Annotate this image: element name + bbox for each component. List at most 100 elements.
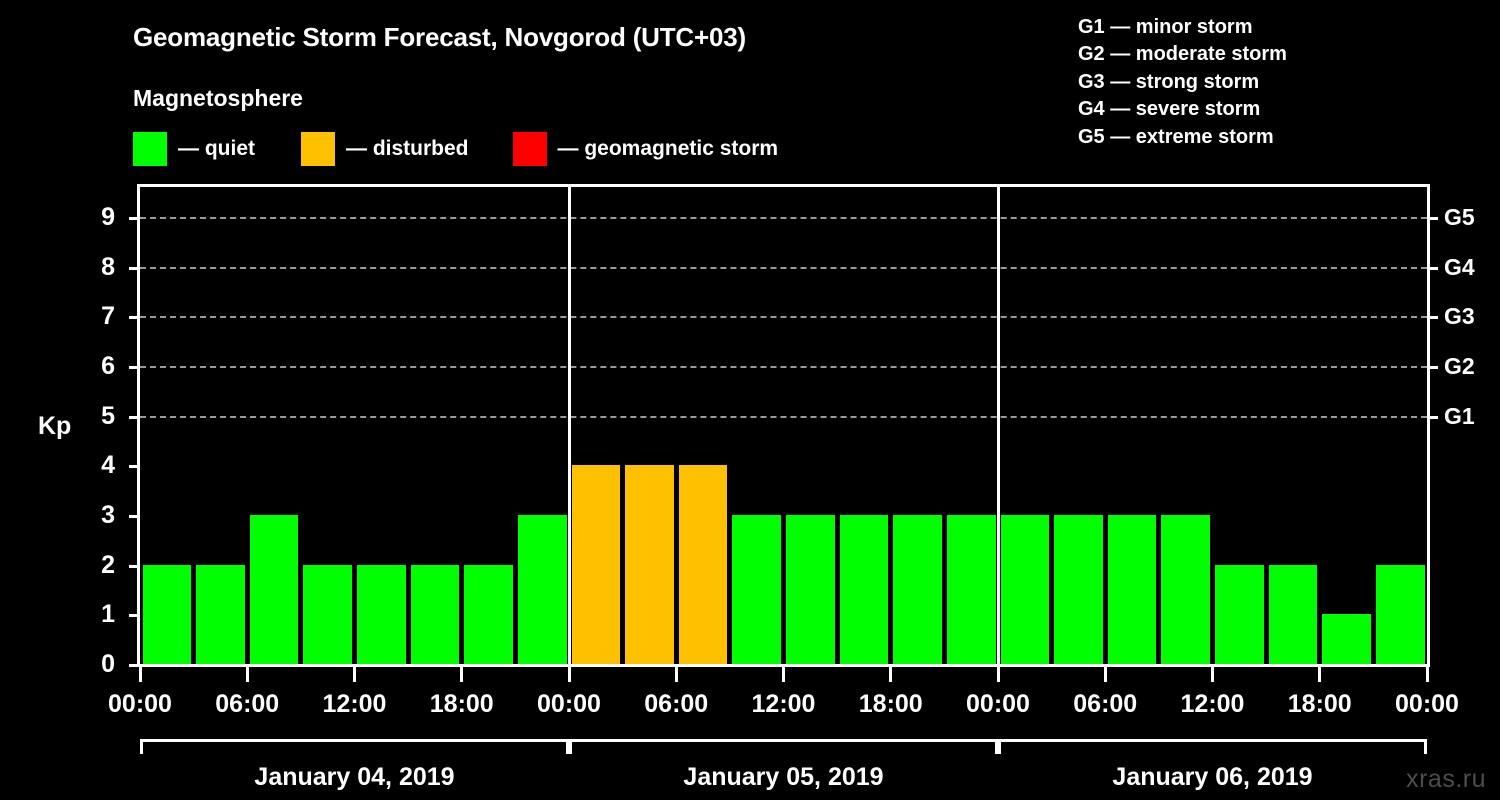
disturbed-swatch-icon [301,132,335,166]
y-tick-mark-9 [129,216,140,220]
quiet-swatch-icon [133,132,167,166]
bar[interactable] [946,514,996,664]
bar[interactable] [893,514,942,664]
bar[interactable] [517,514,567,664]
legend-item-storm: — geomagnetic storm [512,131,779,167]
date-label: January 05, 2019 [683,763,884,791]
x-tick-label-7: 18:00 [858,690,923,718]
x-tick-label-9: 06:00 [1073,690,1138,718]
bar[interactable] [678,465,728,664]
legend-label-quiet: — quiet [178,137,255,160]
date-bracket [998,739,1427,754]
bar[interactable] [625,465,674,664]
x-tick-mark-11 [1318,667,1322,682]
x-tick-label-3: 18:00 [429,690,494,718]
legend-item-disturbed: — disturbed [301,131,469,167]
bar[interactable] [1161,514,1210,664]
gridline-kp-8 [140,266,1427,269]
bar[interactable] [142,564,192,664]
x-tick-label-8: 00:00 [966,690,1030,718]
y-tick-mark-7 [129,316,140,320]
bar[interactable] [249,514,299,664]
bar[interactable] [1375,564,1425,664]
legend-item-quiet: — quiet [133,131,255,167]
g-tick-label-G3: G3 [1444,303,1475,330]
y-tick-label-6: 6 [101,351,115,380]
y-tick-mark-0 [129,664,140,667]
bar[interactable] [1000,514,1050,664]
g-legend-row-g3: G3 — strong storm [1078,70,1260,93]
g-tick-mark-G3 [1427,316,1438,320]
bar[interactable] [357,564,406,664]
g-legend-row-g4: G4 — severe storm [1078,98,1261,121]
x-tick-mark-10 [1211,667,1214,682]
x-tick-label-11: 18:00 [1287,690,1352,718]
bars-layer [140,187,1427,664]
bar[interactable] [196,564,245,664]
x-tick-mark-6 [782,667,785,682]
x-tick-mark-5 [674,667,678,682]
y-tick-mark-2 [129,564,140,568]
g-legend-row-g2: G2 — moderate storm [1078,43,1287,66]
g-scale-legend: G1 — minor storm G2 — moderate storm G3 … [1078,14,1287,151]
x-tick-mark-2 [353,667,356,682]
g-tick-label-G4: G4 [1444,253,1475,280]
bar[interactable] [571,465,621,664]
x-tick-label-10: 12:00 [1180,690,1245,718]
y-tick-mark-3 [129,514,140,518]
bar[interactable] [1215,564,1264,664]
x-tick-label-2: 12:00 [322,690,387,718]
g-tick-label-G5: G5 [1444,203,1475,230]
x-tick-mark-12 [1425,667,1429,682]
day-divider [996,187,1000,664]
date-bracket [569,739,998,754]
y-tick-mark-6 [129,365,140,369]
watermark: xras.ru [1406,765,1486,793]
bar[interactable] [732,514,781,664]
g-legend-row-g5: G5 — extreme storm [1078,125,1274,148]
x-tick-label-12: 00:00 [1395,690,1459,718]
page-title: Geomagnetic Storm Forecast, Novgorod (UT… [133,22,746,52]
gridline-kp-5 [140,415,1427,418]
x-tick-label-5: 06:00 [644,690,709,718]
g-tick-mark-G2 [1427,365,1438,369]
day-divider [567,187,571,664]
y-tick-label-2: 2 [101,550,115,579]
g-legend-row-g1: G1 — minor storm [1078,16,1253,38]
gridline-kp-6 [140,365,1427,368]
bar[interactable] [1054,514,1103,664]
legend-label-disturbed: — disturbed [346,137,469,160]
x-tick-mark-0 [138,667,142,682]
color-legend: — quiet — disturbed — geomagnetic storm [133,131,778,167]
g-tick-label-G2: G2 [1444,352,1475,379]
bar[interactable] [1322,614,1371,664]
y-tick-label-4: 4 [101,451,115,480]
y-tick-label-5: 5 [101,401,115,430]
x-tick-mark-9 [1103,667,1107,682]
x-tick-mark-1 [245,667,249,682]
g-tick-mark-G1 [1427,415,1438,419]
bar[interactable] [1268,564,1318,664]
date-label: January 04, 2019 [254,763,455,791]
bar[interactable] [1107,514,1157,664]
y-tick-label-3: 3 [101,500,115,529]
y-tick-label-1: 1 [101,600,115,629]
x-tick-mark-7 [889,667,893,682]
y-tick-mark-4 [129,465,140,469]
bar[interactable] [303,564,352,664]
x-tick-mark-8 [996,667,1000,682]
bar[interactable] [839,514,889,664]
plot-inner [140,187,1427,664]
y-tick-mark-5 [129,415,140,419]
bar[interactable] [410,564,460,664]
magnetosphere-label: Magnetosphere [133,85,303,111]
legend-label-storm: — geomagnetic storm [557,137,779,160]
gridline-kp-7 [140,316,1427,319]
bar[interactable] [464,564,513,664]
plot-area [137,184,1430,667]
g-tick-mark-G5 [1427,216,1438,220]
date-bracket [140,739,569,754]
bar[interactable] [786,514,835,664]
storm-swatch-icon [512,132,547,166]
y-tick-label-9: 9 [101,202,115,231]
